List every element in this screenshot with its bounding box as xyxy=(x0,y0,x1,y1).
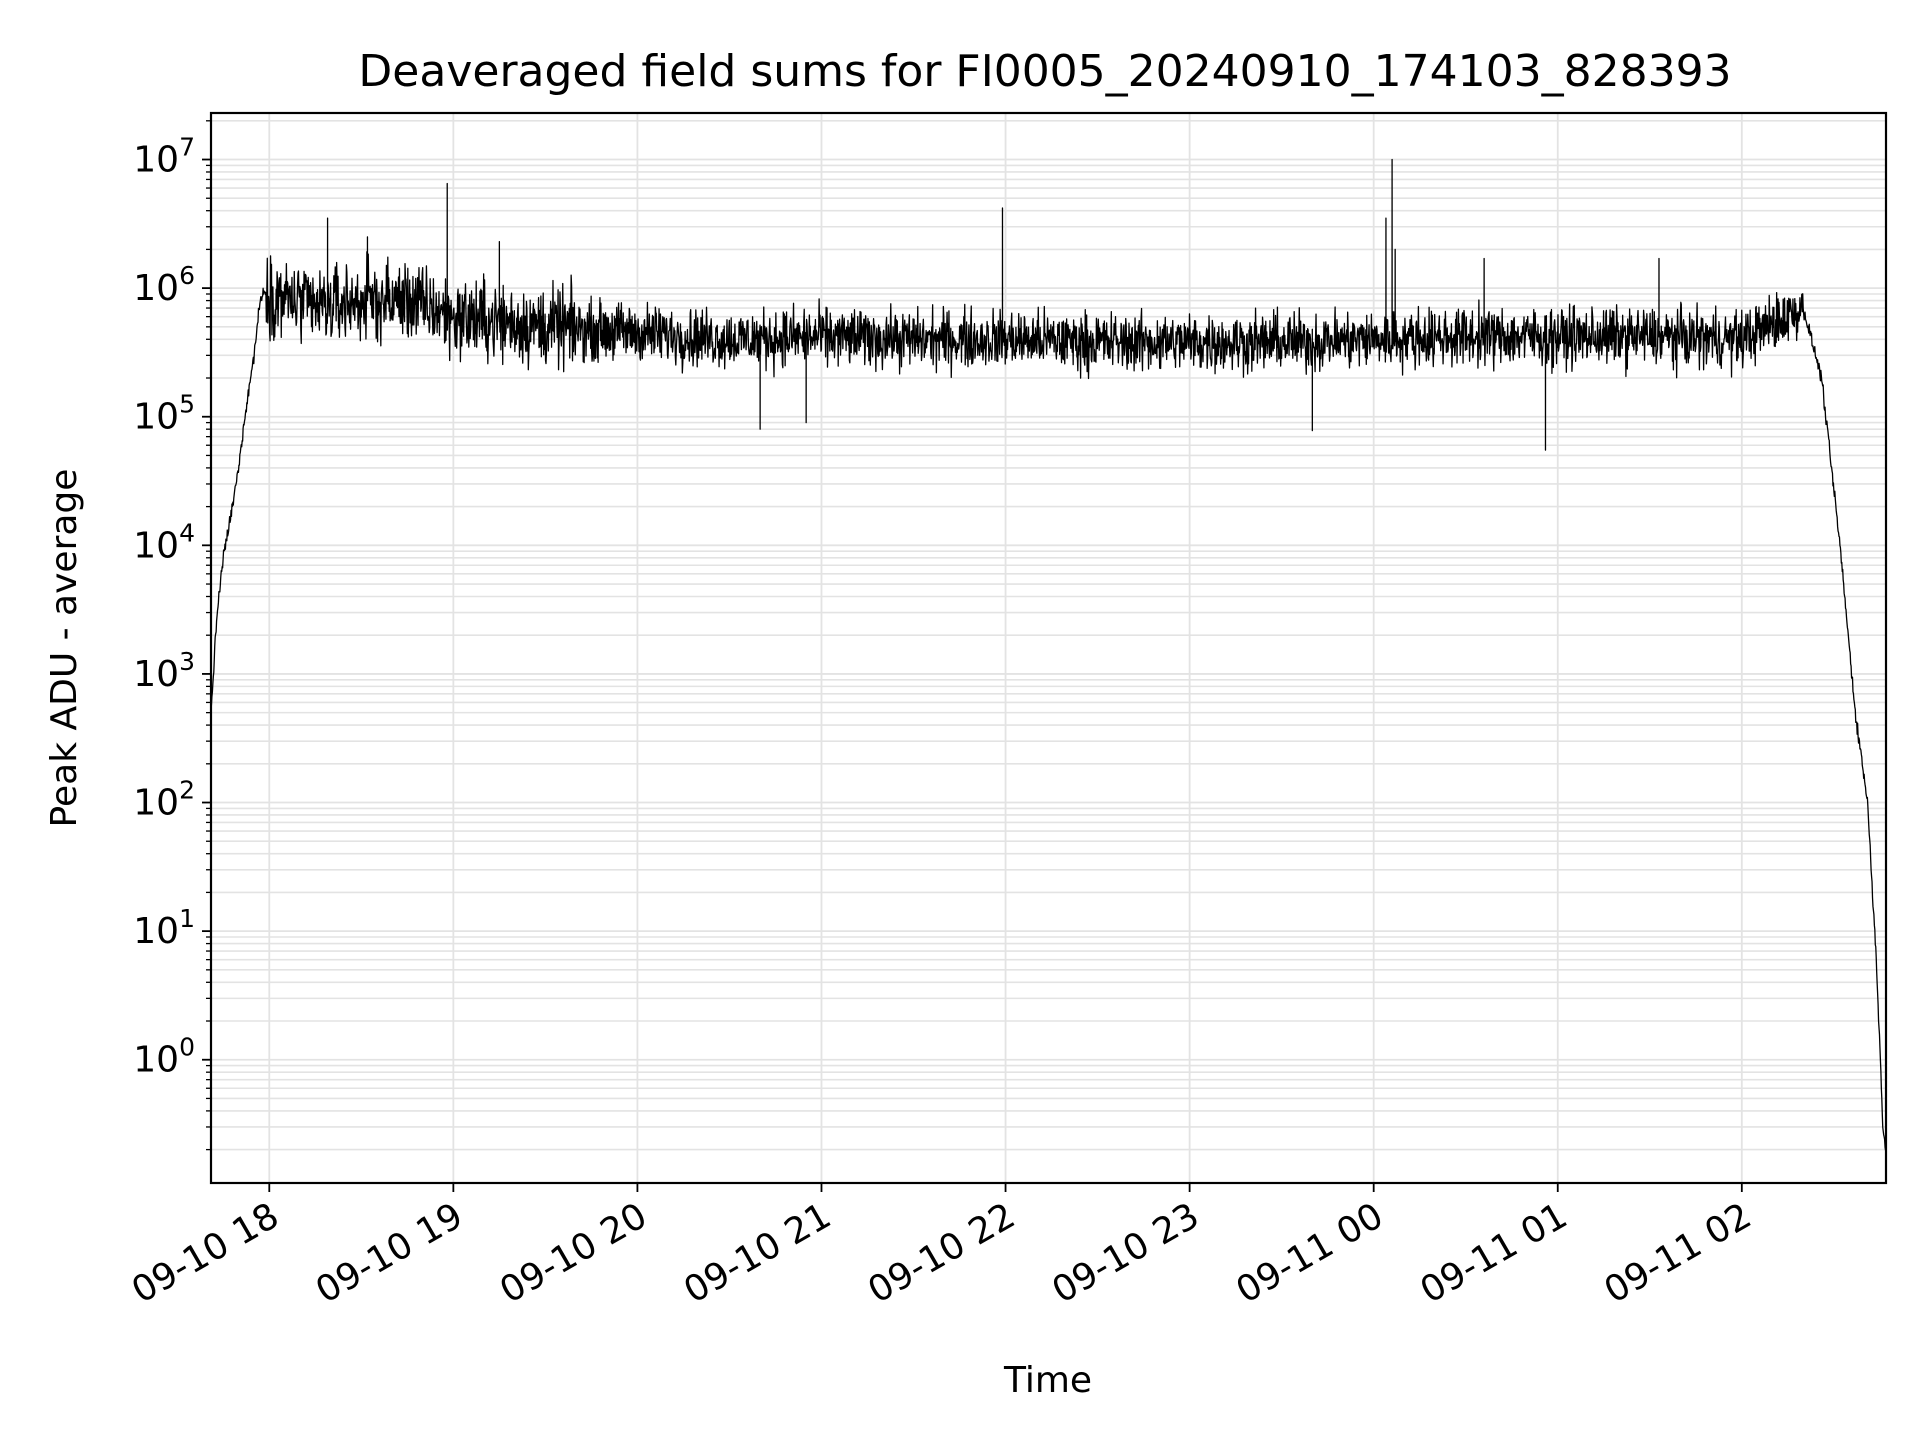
y-tick-label: 100 xyxy=(133,1033,195,1081)
y-tick-label: 103 xyxy=(133,647,195,695)
y-tick-label: 105 xyxy=(133,390,195,438)
y-tick-label: 102 xyxy=(133,776,195,824)
y-tick-label: 104 xyxy=(133,518,195,566)
grid xyxy=(211,113,1886,1183)
x-axis-label: Time xyxy=(1003,1360,1092,1401)
y-tick-label: 106 xyxy=(133,261,195,309)
plot-frame xyxy=(209,111,1888,1185)
data-series-line xyxy=(210,158,1887,1153)
y-tick-label: 101 xyxy=(133,904,195,952)
chart-title: Deaveraged field sums for FI0005_2024091… xyxy=(358,46,1731,97)
y-axis: 100 101 102 103 104 105 106 107 xyxy=(133,120,211,1151)
series-line xyxy=(210,158,1887,1153)
y-tick-label: 107 xyxy=(133,133,195,181)
y-axis-label: Peak ADU - average xyxy=(44,469,85,828)
